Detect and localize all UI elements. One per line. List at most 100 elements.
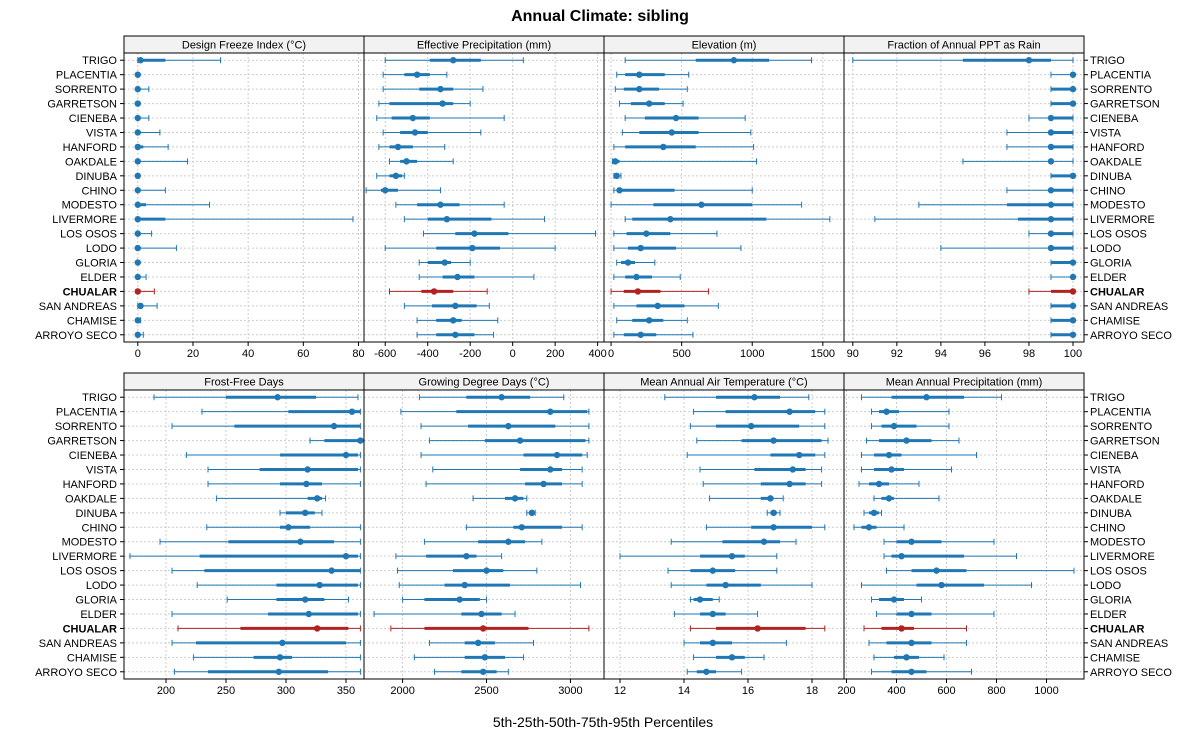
x-tick-label: 20 bbox=[187, 348, 199, 360]
median-point bbox=[786, 408, 793, 415]
series-trigo bbox=[153, 394, 359, 401]
series-hanford bbox=[378, 143, 446, 151]
series-lodo bbox=[384, 244, 556, 252]
median-point bbox=[452, 302, 459, 310]
x-tick-label: 1000 bbox=[1034, 685, 1058, 697]
median-point bbox=[890, 596, 898, 603]
site-label-right: SAN ANDREAS bbox=[1090, 638, 1168, 650]
site-label-left: HANFORD bbox=[63, 479, 117, 491]
site-label-left: LODO bbox=[86, 243, 118, 255]
median-point bbox=[469, 244, 476, 252]
series-dinuba bbox=[613, 172, 622, 180]
site-label-left: GLORIA bbox=[75, 595, 117, 607]
series-dinuba bbox=[526, 509, 536, 517]
site-label-left: CHUALAR bbox=[63, 286, 117, 298]
panel-title: Effective Precipitation (mm) bbox=[417, 40, 551, 52]
median-point bbox=[1047, 129, 1055, 136]
median-point bbox=[786, 480, 793, 488]
series-gloria bbox=[134, 259, 141, 266]
site-label-right: LOS OSOS bbox=[1090, 229, 1147, 241]
site-label-right: GLORIA bbox=[1090, 595, 1132, 607]
panel-growing-degree-days-c: Growing Degree Days (°C) 2000 2500 3000 bbox=[363, 372, 605, 697]
median-point bbox=[1025, 57, 1033, 64]
median-point bbox=[1069, 259, 1077, 266]
series-garretson bbox=[1050, 100, 1077, 107]
x-tick-label: 94 bbox=[935, 348, 947, 360]
series-vista bbox=[1006, 129, 1074, 136]
median-point bbox=[668, 129, 675, 136]
median-point bbox=[908, 639, 915, 647]
panel-elevation-m: Elevation (m) 0 500 1000 1500 bbox=[603, 35, 845, 360]
median-point bbox=[483, 567, 490, 574]
series-elder bbox=[134, 273, 147, 281]
series-trigo bbox=[137, 57, 222, 64]
x-tick-label: 1000 bbox=[740, 348, 764, 360]
series-chualar bbox=[177, 625, 361, 632]
series-chino bbox=[465, 524, 583, 531]
panel-title: Mean Annual Air Temperature (°C) bbox=[640, 377, 807, 389]
series-sorrento bbox=[689, 422, 826, 430]
series-sorrento bbox=[871, 422, 950, 430]
median-point bbox=[279, 639, 286, 647]
site-label-left: LIVERMORE bbox=[52, 214, 117, 226]
series-placentia bbox=[382, 71, 448, 78]
series-trigo bbox=[861, 394, 1002, 401]
site-label-left: MODESTO bbox=[62, 200, 118, 212]
series-cieneba bbox=[624, 114, 746, 122]
series-modesto bbox=[159, 538, 361, 545]
median-point bbox=[898, 552, 905, 560]
series-los-osos bbox=[397, 567, 538, 574]
median-point bbox=[413, 71, 421, 78]
site-label-left: PLACENTIA bbox=[56, 70, 118, 82]
median-point bbox=[770, 437, 777, 444]
median-point bbox=[1047, 201, 1055, 208]
series-vista bbox=[432, 466, 583, 473]
site-label-right: LOS OSOS bbox=[1090, 566, 1147, 578]
series-arroyo-seco bbox=[871, 668, 972, 675]
series-modesto bbox=[670, 538, 797, 545]
median-point bbox=[728, 654, 736, 661]
series-cieneba bbox=[134, 114, 150, 122]
median-point bbox=[636, 85, 643, 93]
median-point bbox=[505, 422, 512, 430]
series-los-osos bbox=[667, 567, 778, 574]
median-point bbox=[698, 201, 705, 208]
panel-frost-free-days: Frost-Free Days 200 250 300 350 bbox=[123, 372, 365, 697]
x-tick-label: 200 bbox=[837, 685, 855, 697]
series-los-osos bbox=[134, 230, 153, 237]
series-los-osos bbox=[1028, 230, 1074, 237]
median-point bbox=[137, 57, 144, 64]
site-label-left: SORRENTO bbox=[55, 421, 118, 433]
series-cieneba bbox=[376, 114, 505, 122]
x-tick-label: 400 bbox=[887, 685, 905, 697]
panel-border bbox=[843, 389, 1085, 680]
site-label-left: LIVERMORE bbox=[52, 551, 117, 563]
series-dinuba bbox=[134, 172, 141, 180]
site-label-left: ELDER bbox=[80, 609, 117, 621]
median-point bbox=[553, 451, 561, 459]
x-tick-label: 80 bbox=[352, 348, 364, 360]
series-arroyo-seco bbox=[416, 331, 495, 338]
x-tick-label: 0 bbox=[510, 348, 516, 360]
panel-border bbox=[363, 52, 605, 343]
median-point bbox=[134, 187, 141, 194]
series-oakdale bbox=[215, 495, 327, 502]
median-point bbox=[409, 114, 417, 122]
series-vista bbox=[207, 466, 361, 473]
median-point bbox=[134, 172, 141, 180]
median-point bbox=[134, 259, 141, 266]
median-point bbox=[450, 317, 457, 324]
panel-fraction-of-annual-ppt-as-rain: Fraction of Annual PPT as Rain 90 92 94 96 98… bbox=[843, 35, 1085, 360]
median-point bbox=[547, 466, 554, 473]
series-elder bbox=[171, 610, 361, 618]
series-chamise bbox=[873, 654, 945, 661]
series-dinuba bbox=[766, 509, 781, 517]
median-point bbox=[437, 201, 444, 208]
median-point bbox=[328, 567, 335, 574]
site-label-left: GLORIA bbox=[75, 258, 117, 270]
median-point bbox=[616, 187, 623, 194]
series-san-andreas bbox=[1050, 302, 1077, 310]
series-oakdale bbox=[134, 158, 188, 165]
median-point bbox=[870, 509, 878, 517]
series-livermore bbox=[129, 552, 361, 560]
